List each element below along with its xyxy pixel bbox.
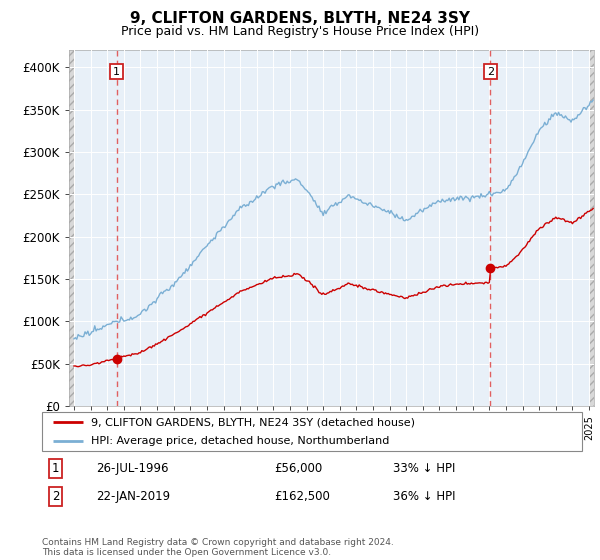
Text: Price paid vs. HM Land Registry's House Price Index (HPI): Price paid vs. HM Land Registry's House …	[121, 25, 479, 38]
Bar	[69, 50, 74, 406]
Text: £56,000: £56,000	[274, 461, 322, 475]
Text: Contains HM Land Registry data © Crown copyright and database right 2024.
This d: Contains HM Land Registry data © Crown c…	[42, 538, 394, 557]
Text: 9, CLIFTON GARDENS, BLYTH, NE24 3SY: 9, CLIFTON GARDENS, BLYTH, NE24 3SY	[130, 11, 470, 26]
Text: 26-JUL-1996: 26-JUL-1996	[96, 461, 169, 475]
Text: HPI: Average price, detached house, Northumberland: HPI: Average price, detached house, Nort…	[91, 436, 389, 446]
Text: 22-JAN-2019: 22-JAN-2019	[96, 489, 170, 503]
Text: 1: 1	[52, 461, 59, 475]
Bar	[589, 50, 594, 406]
Text: 9, CLIFTON GARDENS, BLYTH, NE24 3SY (detached house): 9, CLIFTON GARDENS, BLYTH, NE24 3SY (det…	[91, 417, 415, 427]
Text: 36% ↓ HPI: 36% ↓ HPI	[393, 489, 455, 503]
Text: £162,500: £162,500	[274, 489, 330, 503]
Text: 2: 2	[487, 67, 494, 77]
Text: 1: 1	[113, 67, 120, 77]
Text: 33% ↓ HPI: 33% ↓ HPI	[393, 461, 455, 475]
Text: 2: 2	[52, 489, 59, 503]
